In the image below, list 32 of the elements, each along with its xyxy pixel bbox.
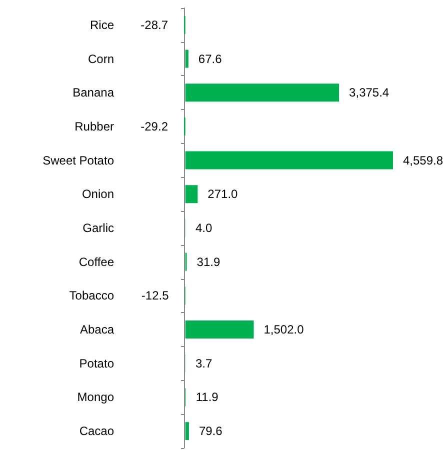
data-label: 67.6 [198,52,222,66]
data-label: 4.0 [196,221,213,235]
data-label: 3,375.4 [349,86,390,100]
data-label: 11.9 [196,390,219,404]
data-label: 79.6 [198,424,223,438]
y-tick-label: Cacao [79,424,114,438]
y-tick-label: Rubber [74,119,114,134]
data-label: -12.5 [141,288,170,303]
y-tick-label: Tobacco [69,288,114,303]
y-tick-label: Potato [79,356,114,370]
data-label: 31.9 [196,254,220,269]
bar [185,422,189,440]
data-label: -28.7 [140,18,168,32]
bar [185,320,254,339]
data-label: 4,559.8 [403,153,443,168]
y-tick-label: Coffee [78,254,114,269]
y-tick-label: Garlic [82,221,114,235]
bar [185,185,198,204]
y-tick-label: Banana [72,86,114,100]
bar [185,50,188,68]
y-tick-label: Sweet Potato [42,153,114,168]
y-tick-label: Corn [88,52,114,66]
data-label: 3.7 [196,356,213,370]
bar [185,151,393,170]
y-tick-label: Abaca [80,322,114,337]
data-label: -29.2 [140,119,168,134]
data-label: 1,502.0 [264,322,304,337]
data-label: 271.0 [208,187,238,202]
y-tick-label: Rice [90,18,114,32]
y-tick-label: Onion [82,187,114,202]
bar [185,84,340,102]
y-tick-label: Mongo [77,390,114,404]
